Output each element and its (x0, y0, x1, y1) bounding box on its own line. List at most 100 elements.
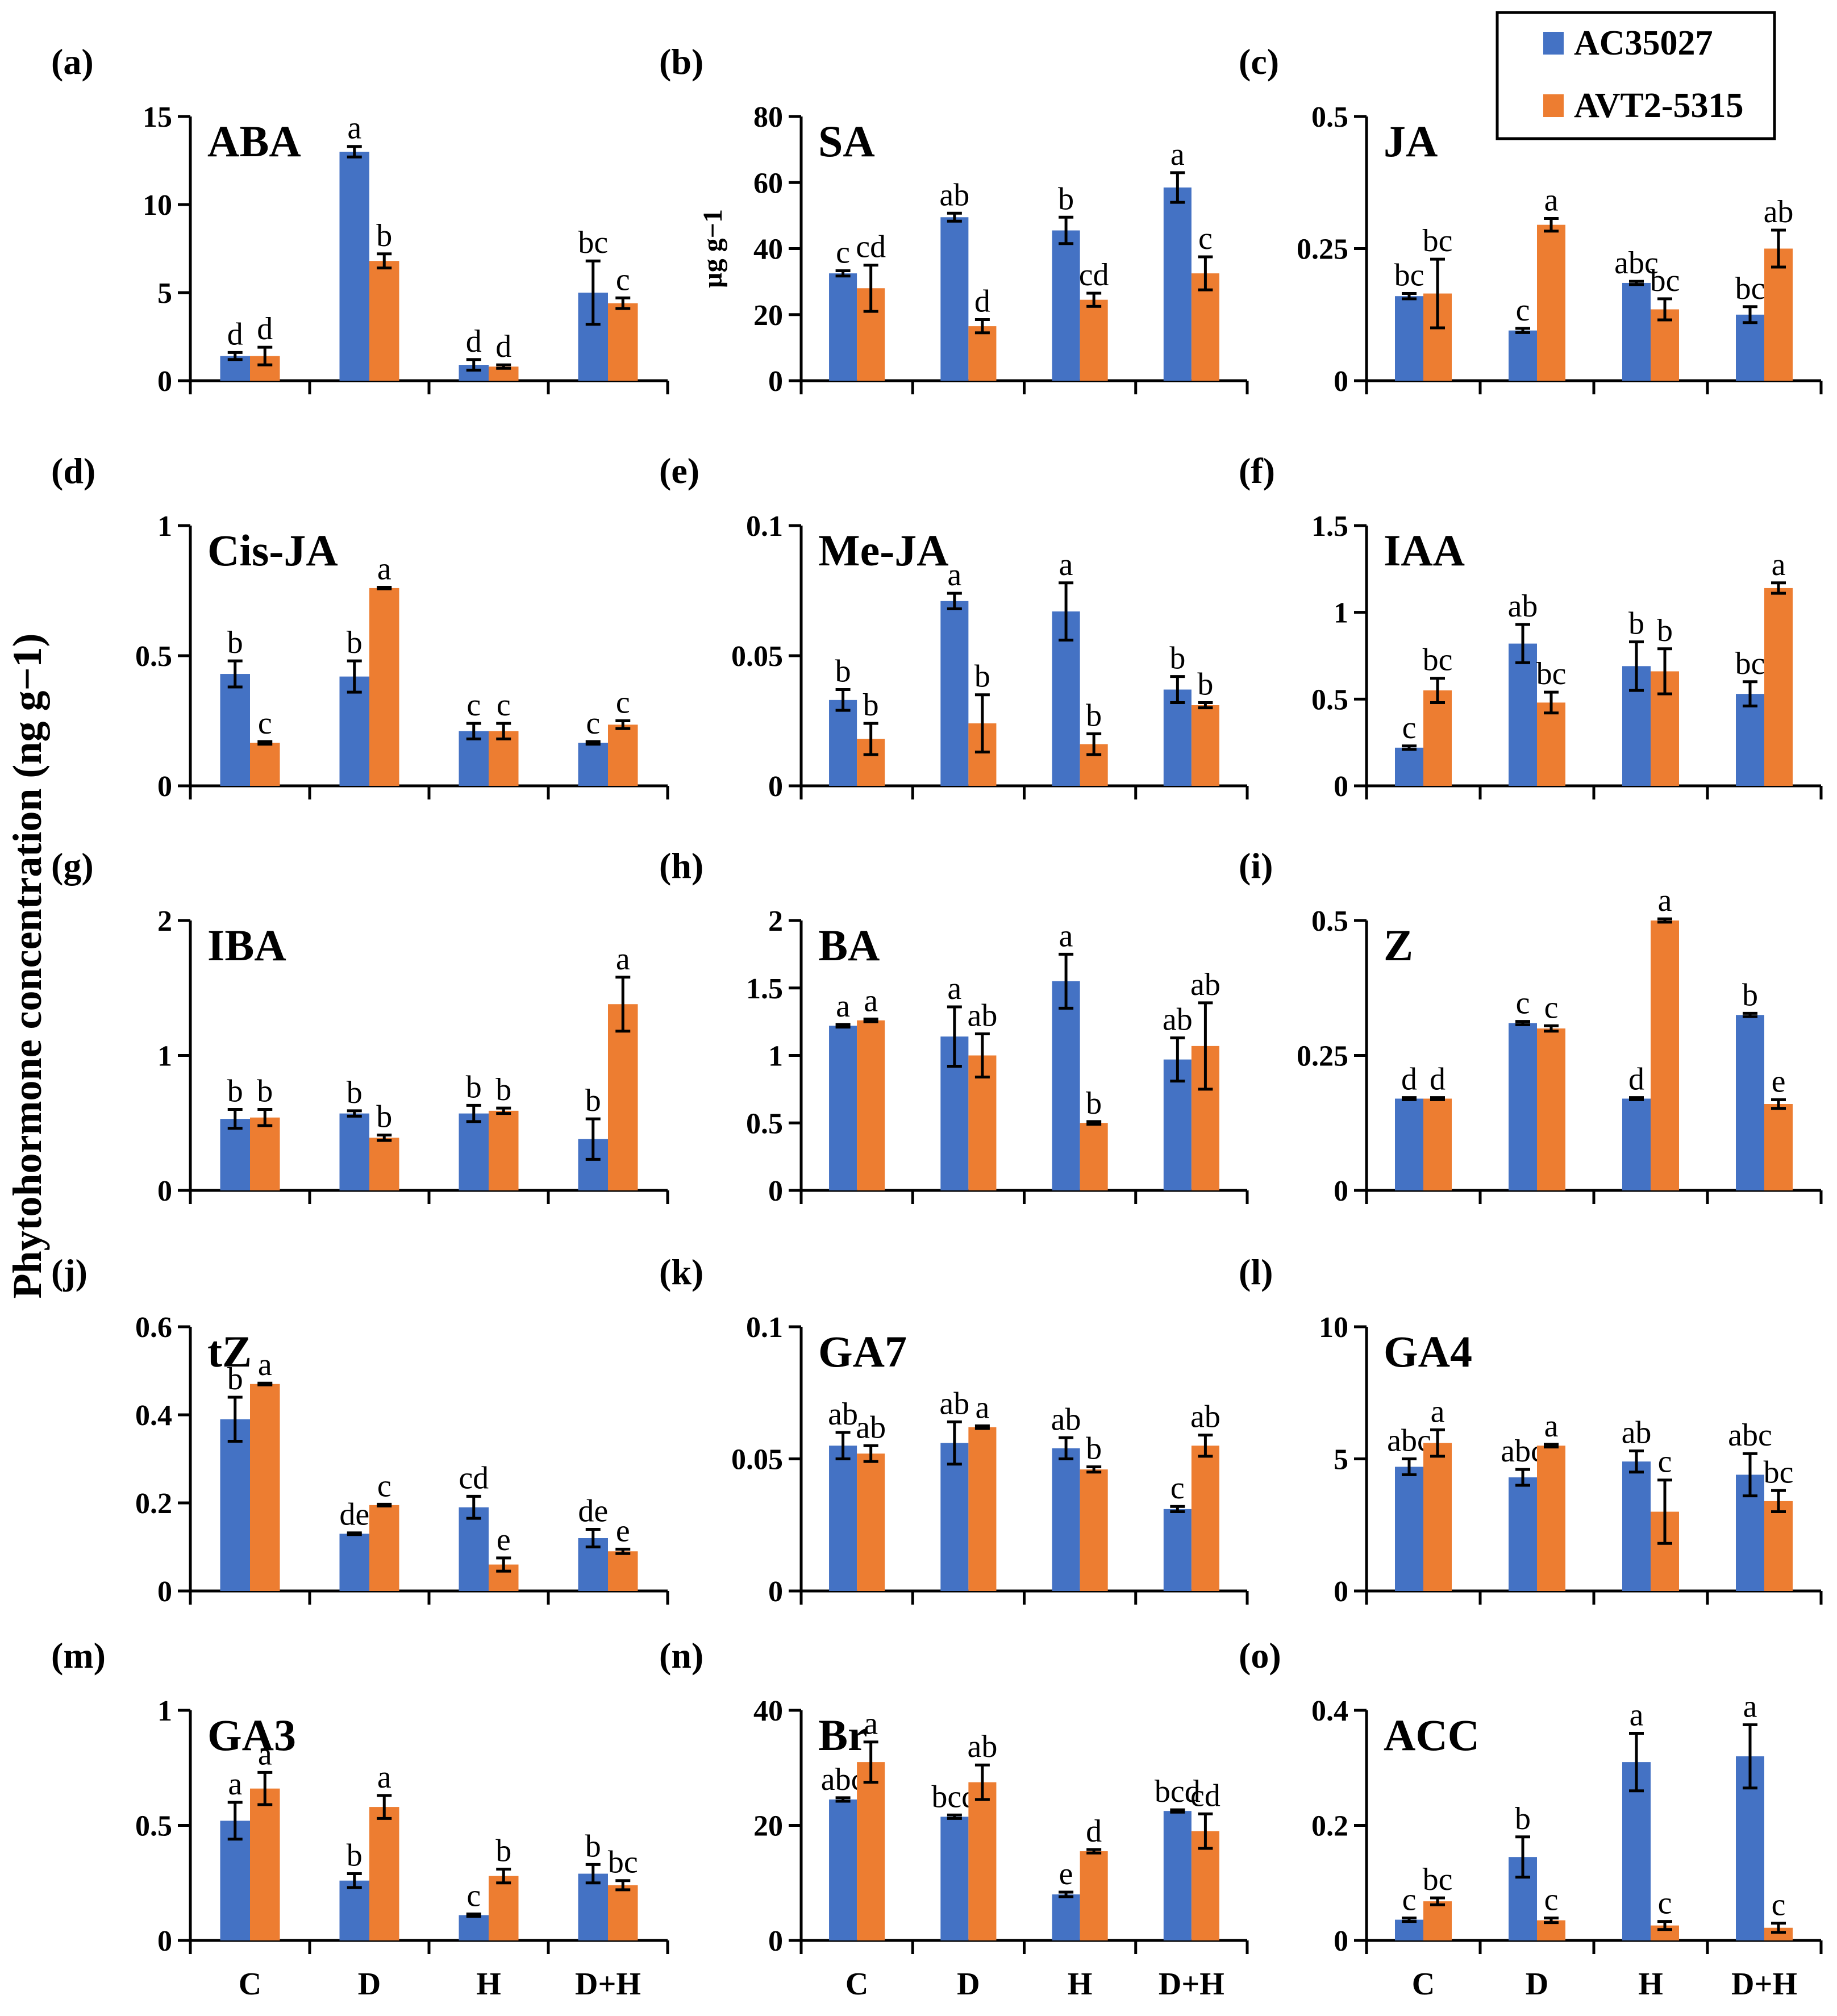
significance-letter: c (836, 235, 850, 270)
significance-letter: a (1743, 1689, 1757, 1724)
y-tick-label: 15 (143, 101, 172, 134)
x-tick-label: D (1526, 1967, 1548, 2002)
y-tick-label: 0 (1334, 1925, 1348, 1957)
significance-letter: b (1197, 667, 1213, 702)
significance-letter: b (585, 1828, 601, 1864)
bar (1764, 1927, 1793, 1940)
panel-label: (m) (51, 1635, 106, 1676)
bar (489, 1110, 519, 1190)
bar (339, 1880, 369, 1940)
significance-letter: bc (1650, 263, 1680, 298)
significance-letter: cd (1079, 257, 1109, 293)
bar (578, 743, 608, 786)
chart-title: ABA (207, 116, 301, 166)
bar (220, 1821, 250, 1940)
panel-label: (b) (659, 41, 703, 82)
significance-letter: cd (459, 1460, 489, 1496)
significance-letter: a (1170, 137, 1185, 172)
bar (220, 1119, 250, 1190)
bar (1163, 187, 1192, 381)
significance-letter: bcd (1155, 1774, 1201, 1809)
significance-letter: ab (856, 1410, 886, 1445)
bar (608, 1885, 638, 1940)
legend-swatch (1543, 94, 1564, 117)
x-tick-label: C (845, 1967, 868, 2002)
y-tick-label: 0.25 (1297, 1040, 1348, 1073)
significance-letter: ab (1764, 194, 1794, 230)
y-tick-label: 10 (143, 189, 172, 222)
y-tick-label: 1 (157, 510, 172, 543)
significance-letter: b (974, 659, 990, 694)
bar (220, 1419, 250, 1591)
y-tick-label: 0.1 (746, 1311, 783, 1344)
significance-letter: c (1402, 710, 1417, 745)
significance-letter: b (466, 1069, 482, 1105)
significance-letter: b (227, 625, 243, 660)
bar (369, 588, 399, 786)
legend-label: AVT2-5315 (1574, 86, 1744, 125)
y-tick-label: 0 (768, 1925, 783, 1957)
significance-letter: d (1430, 1062, 1446, 1097)
significance-letter: d (1086, 1814, 1102, 1849)
significance-letter: b (376, 1099, 392, 1135)
bar (1509, 1477, 1537, 1591)
bar (1191, 1446, 1219, 1591)
bar (459, 1113, 489, 1190)
chart-panel-tz: 0 0.2 0.4 0.6 b de cd de a c e e tZ (j) (51, 1252, 669, 1608)
y-tick-label: 1.5 (1311, 510, 1348, 543)
significance-letter: b (347, 1075, 363, 1110)
bar (339, 1113, 369, 1190)
significance-letter: a (1544, 1409, 1559, 1444)
y-tick-label: 20 (753, 299, 783, 332)
chart-title: GA4 (1384, 1327, 1472, 1376)
significance-letter: a (1059, 918, 1073, 953)
chart-title: ACC (1384, 1710, 1480, 1760)
bar (250, 1117, 280, 1190)
significance-letter: ab (967, 1729, 997, 1764)
bar (1052, 1448, 1080, 1591)
y-tick-label: 0 (768, 770, 783, 803)
significance-letter: c (616, 685, 630, 720)
significance-letter: b (376, 218, 392, 253)
bar (1736, 1015, 1764, 1190)
y-tick-label: 0.4 (1311, 1695, 1348, 1727)
significance-letter: a (1544, 182, 1559, 218)
significance-letter: ab (828, 1397, 858, 1432)
y-tick-label: 0.5 (135, 640, 172, 673)
significance-letter: e (1059, 1856, 1073, 1892)
significance-letter: c (466, 1878, 481, 1913)
bar (1395, 1098, 1423, 1190)
bar (1622, 1098, 1651, 1190)
significance-letter: b (1628, 606, 1644, 642)
significance-letter: bc (1423, 223, 1453, 259)
significance-letter: c (1772, 1888, 1786, 1923)
y-tick-label: 40 (753, 234, 783, 266)
significance-letter: e (616, 1513, 630, 1548)
significance-letter: cd (1190, 1778, 1220, 1813)
significance-letter: a (1059, 547, 1073, 582)
significance-letter: b (1086, 1431, 1102, 1466)
bar (1537, 1028, 1565, 1190)
bar (857, 1453, 885, 1591)
y-tick-label: 0 (768, 1576, 783, 1608)
significance-letter: a (864, 1706, 878, 1742)
panel-label: (j) (51, 1252, 88, 1292)
legend: AC35027 AVT2-5315 (1496, 11, 1776, 140)
bar (968, 326, 997, 381)
y-tick-label: 1.5 (746, 973, 783, 1005)
significance-letter: c (377, 1468, 391, 1503)
significance-letter: a (1658, 883, 1672, 918)
y-tick-label: 0 (157, 1925, 172, 1957)
significance-letter: c (1402, 1882, 1417, 1918)
bar (829, 1799, 857, 1940)
bar (1509, 1023, 1537, 1190)
y-tick-label: 0 (768, 365, 783, 398)
bar (578, 1873, 608, 1940)
bar (369, 1807, 399, 1940)
significance-letter: d (466, 324, 482, 359)
y-tick-label: 0 (1334, 1175, 1348, 1207)
chart-title: SA (818, 116, 875, 166)
